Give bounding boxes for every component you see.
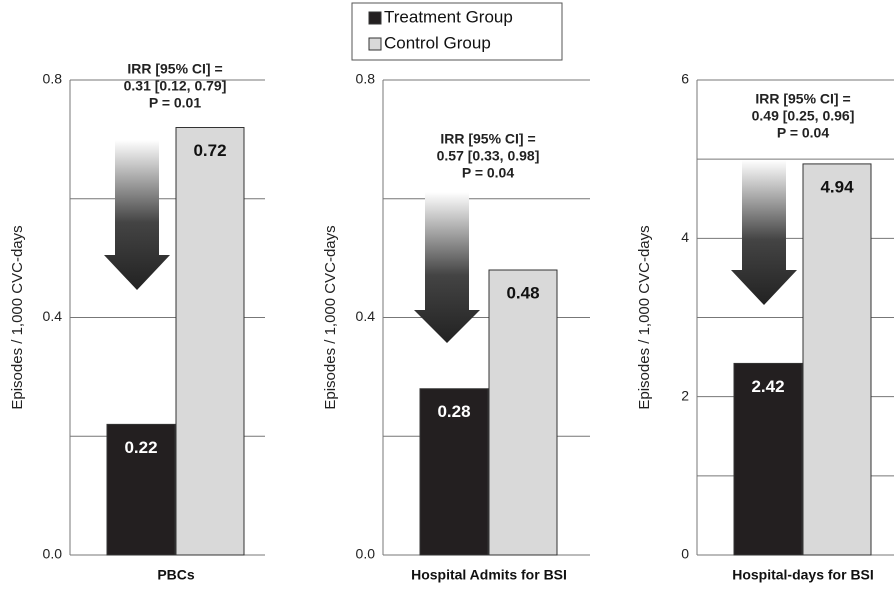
value-label: 0.28 xyxy=(437,402,470,421)
arrow xyxy=(414,192,480,343)
arrow xyxy=(104,140,170,290)
bar xyxy=(802,163,872,556)
legend-box xyxy=(351,2,563,61)
y-tick-label: 0.0 xyxy=(356,546,376,562)
value-label: 0.72 xyxy=(193,141,226,160)
y-tick-label: 2 xyxy=(681,387,689,403)
y-axis-label: Episodes / 1,000 CVC-days xyxy=(9,225,26,409)
y-tick-label: 0.8 xyxy=(43,71,63,87)
x-tick-label: Hospital-days for BSI xyxy=(732,567,874,583)
legend-swatch xyxy=(368,37,382,51)
annotation: 0.57 [0.33, 0.98] xyxy=(437,148,540,164)
annotation: P = 0.04 xyxy=(777,125,830,141)
y-tick-label: 0.8 xyxy=(356,71,376,87)
y-tick-label: 0 xyxy=(681,546,689,562)
y-tick-label: 0.4 xyxy=(43,308,63,324)
value-label: 0.48 xyxy=(506,283,539,302)
value-label: 4.94 xyxy=(820,177,854,196)
x-tick-label: PBCs xyxy=(157,567,195,583)
y-tick-label: 6 xyxy=(681,71,689,87)
bar xyxy=(419,388,489,556)
annotation: IRR [95% CI] = xyxy=(440,131,535,147)
annotation: IRR [95% CI] = xyxy=(127,61,222,77)
annotation: IRR [95% CI] = xyxy=(755,91,850,107)
annotation: P = 0.01 xyxy=(149,95,202,111)
value-label: 2.42 xyxy=(751,377,784,396)
legend-label: Control Group xyxy=(384,33,491,52)
annotation: P = 0.04 xyxy=(462,165,515,181)
y-tick-label: 4 xyxy=(681,229,689,245)
bar xyxy=(488,269,558,556)
bar xyxy=(106,423,176,556)
legend-label: Treatment Group xyxy=(384,7,513,26)
value-label: 0.22 xyxy=(124,438,157,457)
y-axis-label: Episodes / 1,000 CVC-days xyxy=(322,225,339,409)
legend-swatch xyxy=(368,11,382,25)
arrow xyxy=(731,160,797,305)
y-tick-label: 0.0 xyxy=(43,546,63,562)
bar xyxy=(175,127,245,556)
x-tick-label: Hospital Admits for BSI xyxy=(411,567,567,583)
y-axis-label: Episodes / 1,000 CVC-days xyxy=(636,225,653,409)
annotation: 0.49 [0.25, 0.96] xyxy=(752,108,855,124)
y-tick-label: 0.4 xyxy=(356,308,376,324)
annotation: 0.31 [0.12, 0.79] xyxy=(124,78,227,94)
bar xyxy=(733,362,803,556)
